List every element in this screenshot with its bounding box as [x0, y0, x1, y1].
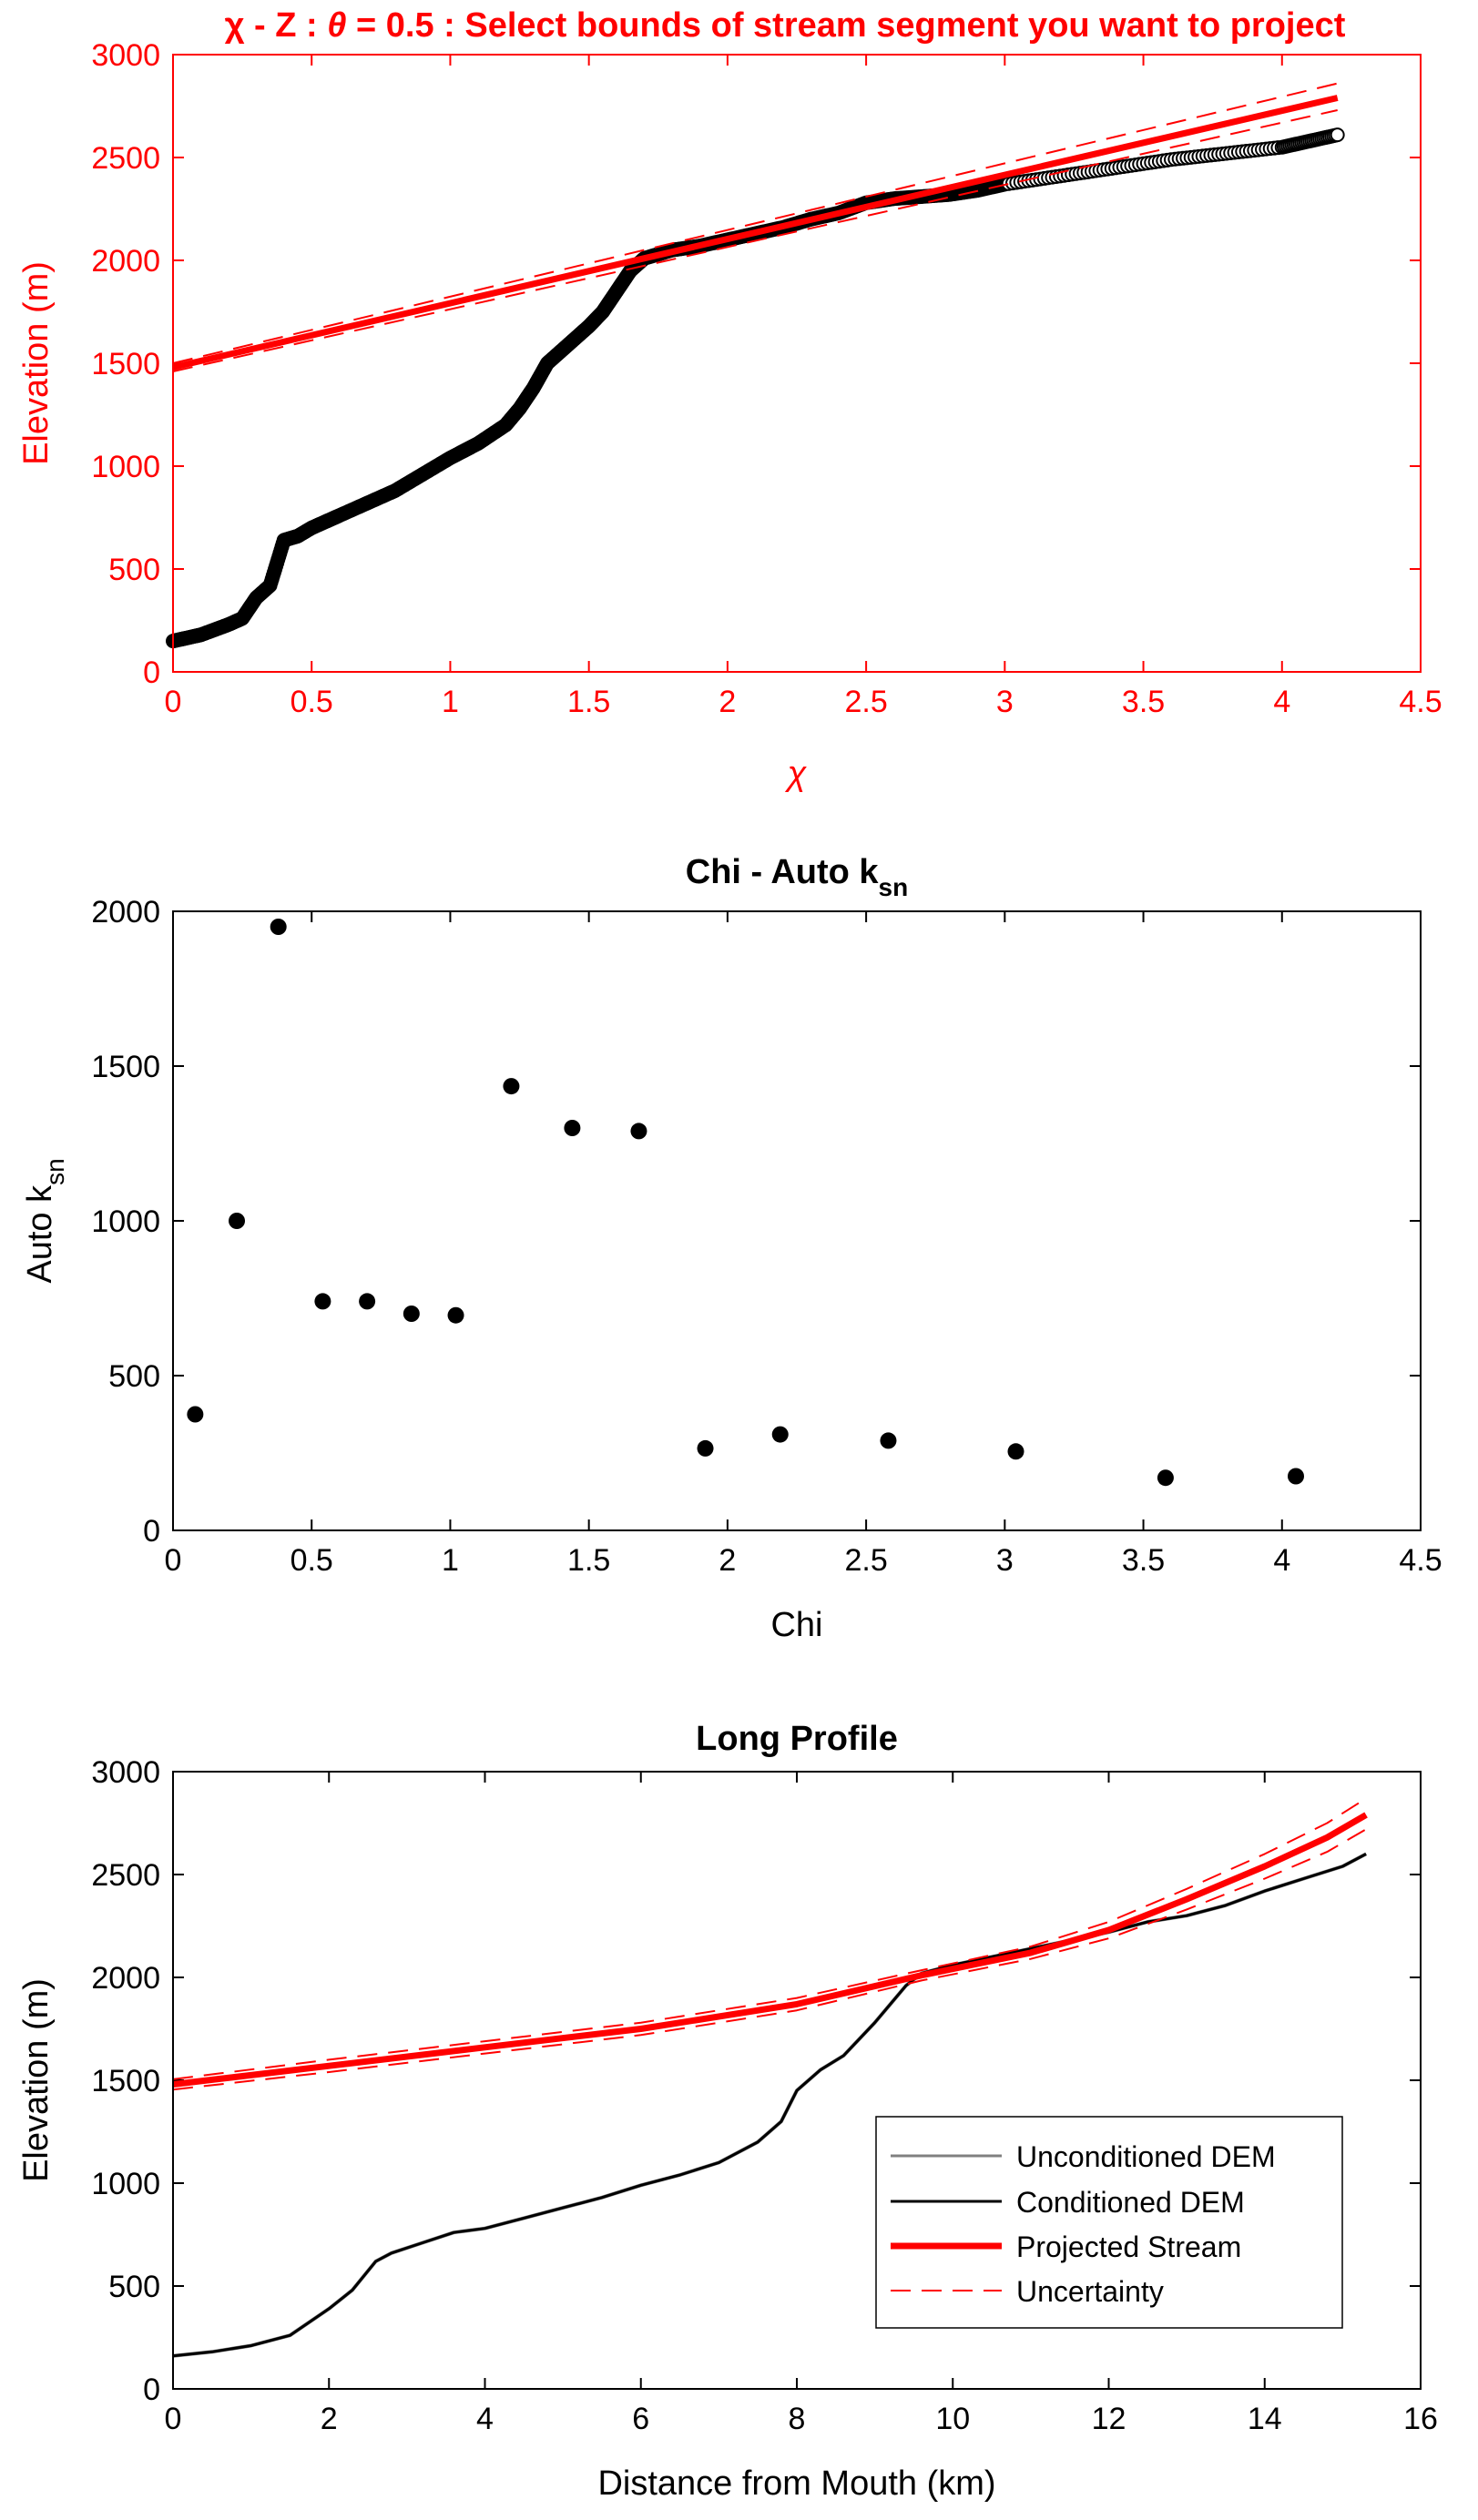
y-tick-label: 0 — [143, 1514, 160, 1549]
x-tick-label: 0.5 — [291, 685, 333, 719]
data-point — [771, 1426, 789, 1443]
chi-z-panel: χ - Z : θ = 0.5 : Select bounds of strea… — [17, 6, 1442, 793]
legend-box — [875, 2116, 1343, 2329]
x-tick-label: 2 — [321, 2402, 338, 2436]
legend: Unconditioned DEM Conditioned DEM Projec… — [875, 2116, 1343, 2329]
data-point — [1288, 1468, 1304, 1485]
x-tick-label: 1 — [442, 1543, 459, 1578]
data-point — [503, 1078, 520, 1095]
ksn-axes-box — [172, 910, 1422, 1531]
x-tick-label: 0 — [165, 685, 182, 719]
y-tick-label: 3000 — [91, 38, 160, 73]
x-tick-label: 4.5 — [1399, 685, 1442, 719]
x-tick-label: 0 — [165, 1543, 182, 1578]
x-tick-label: 4 — [1273, 1543, 1290, 1578]
x-tick-label: 1.5 — [567, 685, 610, 719]
conditioned-dem-line — [172, 1853, 1367, 2358]
x-tick-label: 8 — [789, 2402, 806, 2436]
x-tick-label: 1.5 — [567, 1543, 610, 1578]
projected-stream-line — [172, 1812, 1368, 2088]
legend-label-conditioned: Conditioned DEM — [1016, 2186, 1245, 2219]
y-tick-label: 2000 — [91, 1961, 160, 1996]
data-point — [270, 919, 287, 935]
y-tick-label: 1500 — [91, 2064, 160, 2098]
y-tick-label: 0 — [143, 655, 160, 690]
chi-z-title: χ - Z : θ = 0.5 : Select bounds of strea… — [225, 6, 1346, 45]
y-tick-label: 2500 — [91, 1858, 160, 1893]
ksn-ylabel: Auto ksn — [21, 1158, 69, 1283]
y-tick-label: 500 — [108, 1359, 160, 1394]
x-tick-label: 1 — [442, 685, 459, 719]
long-profile-title: Long Profile — [696, 1720, 898, 1758]
ksn-xlabel: Chi — [770, 1606, 822, 1644]
y-tick-label: 500 — [108, 553, 160, 587]
data-point — [447, 1306, 464, 1324]
x-tick-label: 4 — [476, 2402, 494, 2436]
x-tick-label: 14 — [1248, 2402, 1282, 2436]
y-tick-label: 3000 — [91, 1755, 160, 1790]
x-tick-label: 6 — [632, 2402, 649, 2436]
uncertainty-line — [172, 109, 1338, 372]
x-tick-label: 0.5 — [291, 1543, 333, 1578]
x-tick-label: 0 — [165, 2402, 182, 2436]
y-tick-label: 1500 — [91, 1050, 160, 1084]
x-tick-label: 3 — [996, 685, 1014, 719]
data-point — [697, 1439, 714, 1457]
data-point — [403, 1306, 420, 1322]
legend-label-unconditioned: Unconditioned DEM — [1016, 2140, 1276, 2173]
long-profile-panel: Long Profile 0 2 4 6 8 10 12 14 16 0 500 1000 1500 20… — [17, 1720, 1438, 2503]
long-profile-axes-box — [172, 1771, 1422, 2390]
legend-label-uncertainty: Uncertainty — [1016, 2275, 1164, 2308]
uncertainty-line — [172, 82, 1338, 364]
data-point — [630, 1123, 647, 1140]
data-point — [1157, 1469, 1174, 1487]
data-point — [564, 1120, 581, 1136]
x-tick-label: 12 — [1092, 2402, 1126, 2436]
chi-z-axes-box — [172, 54, 1422, 673]
x-tick-label: 2 — [719, 685, 736, 719]
y-tick-label: 1000 — [91, 2167, 160, 2201]
data-point — [359, 1293, 376, 1310]
x-tick-label: 2 — [719, 1543, 736, 1578]
y-tick-label: 1500 — [91, 347, 160, 381]
y-tick-label: 1000 — [91, 1204, 160, 1239]
x-tick-label: 4.5 — [1399, 1543, 1442, 1578]
x-tick-label: 3.5 — [1122, 685, 1165, 719]
y-tick-label: 2500 — [91, 141, 160, 176]
x-tick-label: 2.5 — [844, 685, 887, 719]
long-profile-xlabel: Distance from Mouth (km) — [597, 2464, 995, 2503]
uncertainty-line — [172, 1828, 1367, 2091]
chi-z-ylabel: Elevation (m) — [17, 261, 56, 465]
long-profile-ylabel: Elevation (m) — [17, 1978, 56, 2182]
data-point — [880, 1432, 897, 1449]
profile-marker — [1330, 127, 1345, 143]
x-tick-label: 16 — [1403, 2402, 1438, 2436]
x-tick-label: 4 — [1273, 685, 1290, 719]
y-tick-label: 0 — [143, 2373, 160, 2407]
projected-stream-line — [172, 95, 1339, 371]
data-point — [187, 1406, 204, 1423]
uncertainty-line — [172, 1797, 1367, 2080]
ksn-title: Chi - Auto ksn — [686, 853, 908, 901]
data-point — [314, 1293, 331, 1310]
y-tick-label: 500 — [108, 2270, 160, 2304]
chi-z-xlabel: χ — [785, 755, 808, 793]
ksn-panel: Chi - Auto ksn 0 0.5 1 1.5 2 2.5 3 3.5 4 4.5 0 500 1… — [21, 853, 1442, 1644]
x-tick-label: 3 — [996, 1543, 1014, 1578]
x-tick-label: 10 — [935, 2402, 970, 2436]
data-point — [229, 1213, 246, 1229]
x-tick-label: 2.5 — [844, 1543, 887, 1578]
y-tick-label: 2000 — [91, 895, 160, 930]
y-tick-label: 1000 — [91, 450, 160, 484]
data-point — [1007, 1443, 1024, 1460]
legend-label-projected: Projected Stream — [1016, 2230, 1241, 2263]
y-tick-label: 2000 — [91, 244, 160, 279]
x-tick-label: 3.5 — [1122, 1543, 1165, 1578]
